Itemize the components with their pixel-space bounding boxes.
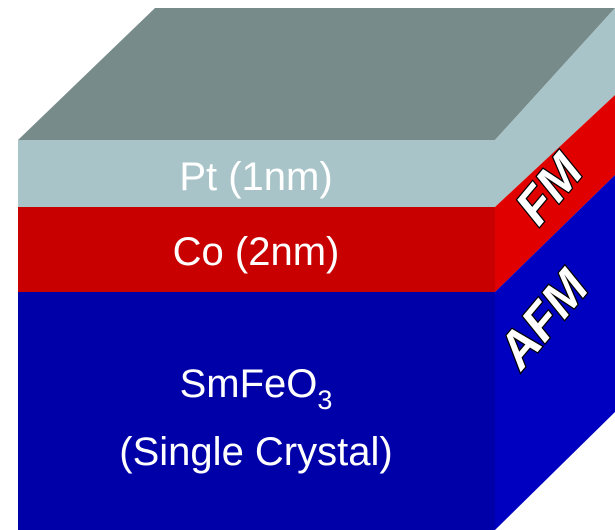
pt-front-face <box>18 140 495 207</box>
pt-layer-label: Pt (1nm) <box>179 155 332 199</box>
substrate-side-face <box>495 175 615 530</box>
substrate-front-face <box>18 292 495 530</box>
substrate-label-line2: (Single Crystal) <box>119 430 392 474</box>
pt-top-face <box>18 8 615 140</box>
co-front-face <box>18 207 495 292</box>
substrate-formula-subscript: 3 <box>317 385 332 415</box>
co-layer-label: Co (2nm) <box>173 230 340 274</box>
substrate-formula-main: SmFeO <box>180 362 318 406</box>
substrate-formula: SmFeO3 <box>180 362 333 415</box>
pt-side-face <box>495 8 615 207</box>
co-side-face <box>495 95 615 292</box>
